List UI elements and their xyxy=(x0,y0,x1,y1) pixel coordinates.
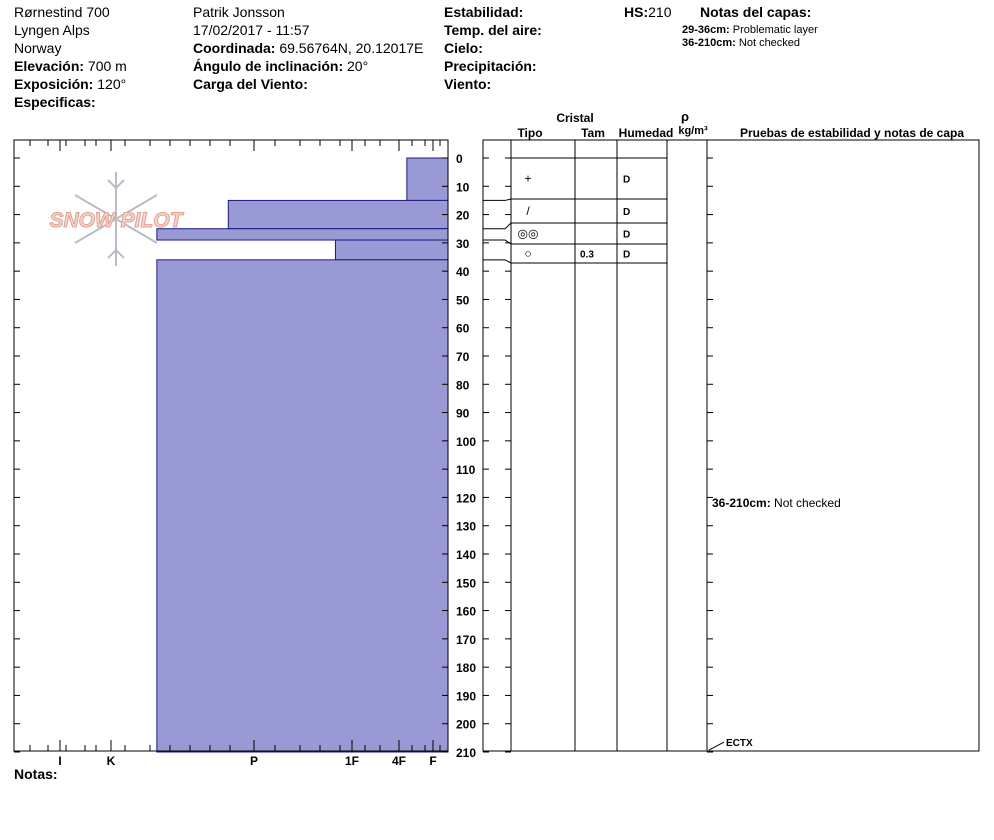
coordinates-row: Coordinada: 69.56764N, 20.12017E xyxy=(193,40,423,56)
layer-note-range: 29-36cm: xyxy=(682,24,730,36)
layer-connector xyxy=(483,198,512,201)
snowpilot-logo: SNOW PILOT xyxy=(49,172,185,266)
hardness-plot-frame xyxy=(13,139,449,752)
wind-loading-label: Carga del Viento: xyxy=(193,76,308,92)
depth-tick-label: 110 xyxy=(456,463,476,477)
layer-notes-title: Notas del capas: xyxy=(700,4,812,20)
grain-type-symbol: + xyxy=(524,172,531,186)
grain-type-symbol: / xyxy=(526,204,530,218)
notes-label: Notas: xyxy=(14,766,58,782)
aspect-label: Exposición: xyxy=(14,76,94,92)
air-temp-label: Temp. del aire: xyxy=(444,22,542,38)
test-result-label: ECTX xyxy=(726,738,753,749)
header-density-unit: kg/m³ xyxy=(678,125,708,137)
test-note-text: Not checked xyxy=(771,496,841,510)
date-time: 17/02/2017 - 11:57 xyxy=(193,22,310,38)
header-moisture: Humedad xyxy=(619,126,674,140)
location-name: Rørnestind 700 xyxy=(14,4,110,20)
elevation-row: Elevación: 700 m xyxy=(14,58,127,74)
depth-tick-label: 180 xyxy=(456,661,476,675)
hardness-layer-bar xyxy=(156,259,449,753)
grain-size: 0.3 xyxy=(580,250,594,261)
grain-type-symbol: ○ xyxy=(524,247,531,261)
specifics-label: Especificas: xyxy=(14,94,96,110)
layer-note-range: 36-210cm: xyxy=(682,37,736,49)
hs-row: HS:210 xyxy=(624,4,671,20)
hs-label: HS: xyxy=(624,4,649,20)
hardness-layer-bar xyxy=(406,157,449,201)
moisture-value: D xyxy=(623,250,630,261)
aspect-value: 120° xyxy=(97,76,127,92)
depth-tick-label: 190 xyxy=(456,689,476,703)
slope-value: 20° xyxy=(347,58,369,74)
slope-label: Ángulo de inclinación: xyxy=(193,58,344,74)
test-note-range: 36-210cm: xyxy=(712,496,771,510)
layer-connector xyxy=(483,222,512,230)
header-type: Tipo xyxy=(517,126,542,140)
layer-note-text: Not checked xyxy=(738,37,801,49)
country: Norway xyxy=(14,40,62,56)
header-density-symbol: ρ xyxy=(681,109,689,124)
header-crystal: Cristal xyxy=(556,111,593,125)
snowflake-icon xyxy=(74,172,158,266)
slope-row: Ángulo de inclinación: 20° xyxy=(193,58,368,74)
depth-tick-label: 40 xyxy=(456,265,470,279)
depth-tick-label: 70 xyxy=(456,350,470,364)
hardness-tick-label: K xyxy=(107,754,116,768)
header-tests: Pruebas de estabilidad y notas de capa xyxy=(740,126,964,140)
layer-connector xyxy=(483,259,512,264)
hardness-tick-label: 4F xyxy=(392,754,406,768)
test-note: 36-210cm: Not checked xyxy=(712,496,841,510)
depth-tick-label: 130 xyxy=(456,520,476,534)
moisture-value: D xyxy=(623,175,630,186)
moisture-value: D xyxy=(623,230,630,241)
layer-table-frame xyxy=(482,139,980,752)
observer-name: Patrik Jonsson xyxy=(193,4,285,20)
hardness-layer-bar xyxy=(334,239,449,261)
depth-tick-label: 160 xyxy=(456,605,476,619)
depth-tick-label: 140 xyxy=(456,548,476,562)
hardness-tick-label: F xyxy=(429,754,436,768)
stability-label: Estabilidad: xyxy=(444,4,524,20)
coordinates-value: 69.56764N, 20.12017E xyxy=(279,40,424,56)
hs-value: 210 xyxy=(648,4,672,20)
header-size: Tam xyxy=(581,126,605,140)
hardness-tick-label: 1F xyxy=(345,754,359,768)
depth-tick-label: 20 xyxy=(456,209,470,223)
depth-tick-label: 50 xyxy=(456,293,470,307)
depth-tick-label: 170 xyxy=(456,633,476,647)
depth-tick-label: 100 xyxy=(456,435,476,449)
sky-label: Cielo: xyxy=(444,40,483,56)
precipitation-label: Precipitación: xyxy=(444,58,537,74)
test-result-pointer xyxy=(708,741,725,751)
layer-note-text: Problematic layer xyxy=(732,24,818,36)
depth-tick-label: 150 xyxy=(456,576,476,590)
layer-note-1: 29-36cm: Problematic layer xyxy=(682,24,818,37)
layer-note-2: 36-210cm: Not checked xyxy=(682,37,800,50)
hardness-layer-bar xyxy=(156,228,449,241)
grain-type-symbol: ◎◎ xyxy=(518,227,539,241)
depth-tick-label: 90 xyxy=(456,407,470,421)
coordinates-label: Coordinada: xyxy=(193,40,276,56)
depth-tick-label: 200 xyxy=(456,718,476,732)
hardness-tick-label: P xyxy=(250,754,258,768)
depth-tick-label: 10 xyxy=(456,180,470,194)
hardness-tick-label: I xyxy=(58,754,61,768)
depth-tick-label: 210 xyxy=(456,746,476,760)
elevation-value: 700 m xyxy=(87,58,127,74)
layer-connector xyxy=(483,239,512,245)
wind-label: Viento: xyxy=(444,76,492,92)
depth-tick-label: 30 xyxy=(456,237,470,251)
mountain-range: Lyngen Alps xyxy=(14,22,90,38)
depth-tick-label: 80 xyxy=(456,378,470,392)
aspect-row: Exposición: 120° xyxy=(14,76,126,92)
elevation-label: Elevación: xyxy=(14,58,85,74)
hardness-layer-bar xyxy=(227,199,449,230)
depth-tick-label: 60 xyxy=(456,322,470,336)
depth-tick-label: 120 xyxy=(456,491,476,505)
moisture-value: D xyxy=(623,207,630,218)
depth-tick-label: 0 xyxy=(456,152,463,166)
